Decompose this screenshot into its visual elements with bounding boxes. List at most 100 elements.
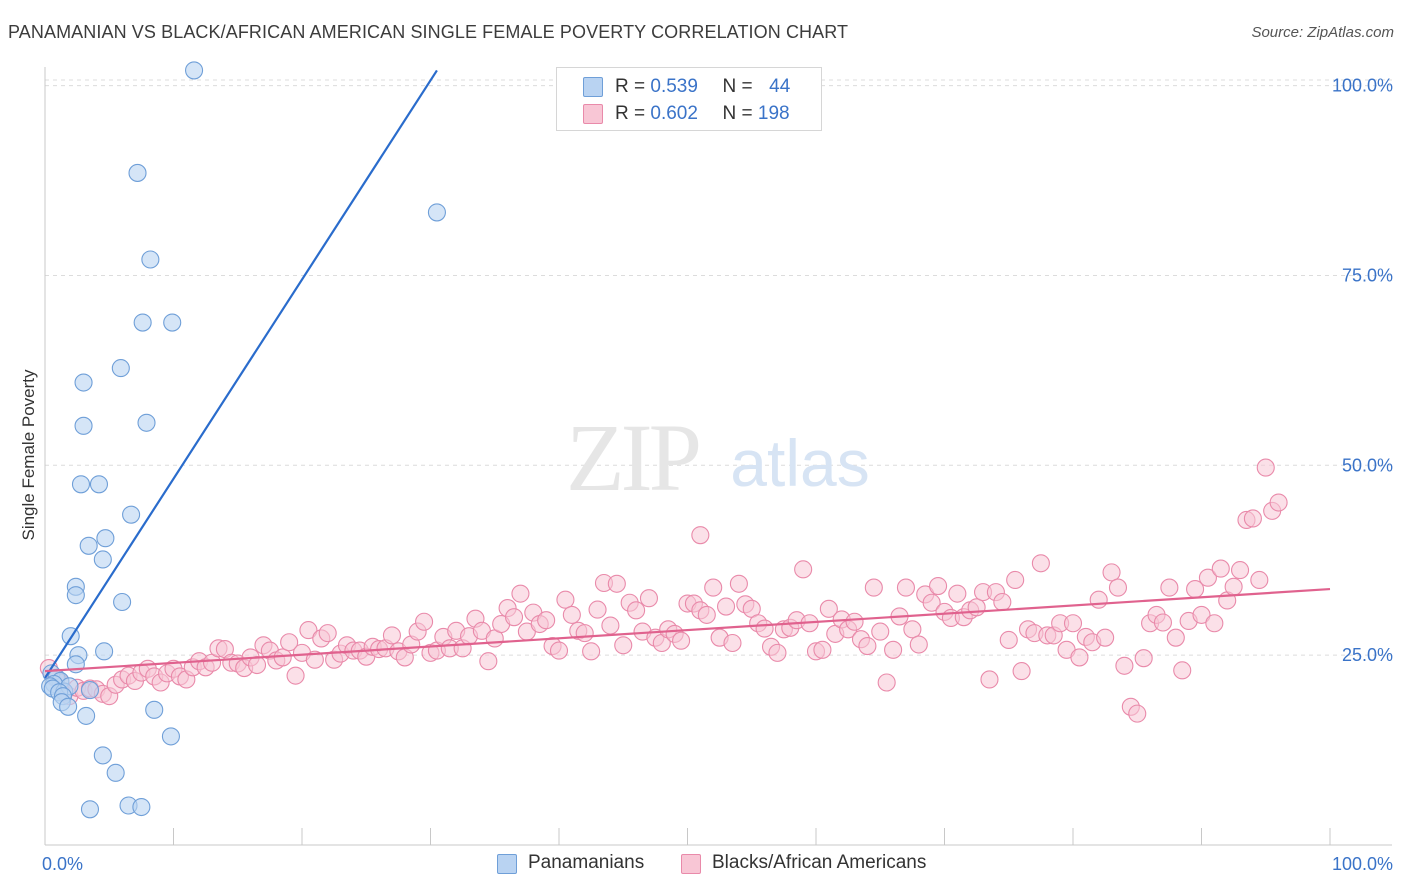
- data-point-blacks: [768, 643, 787, 662]
- data-point-panamanians: [161, 727, 180, 746]
- gridlines: [45, 79, 1392, 656]
- data-point-blacks: [929, 576, 948, 596]
- data-point-blacks: [704, 578, 723, 597]
- data-point-panamanians: [427, 203, 446, 222]
- data-point-panamanians: [93, 550, 112, 569]
- legend-r-label: R =: [615, 103, 646, 124]
- data-point-blacks: [556, 590, 575, 609]
- data-point-blacks: [1153, 613, 1172, 632]
- data-point-blacks: [845, 612, 864, 631]
- data-point-blacks: [723, 633, 742, 653]
- y-axis-label: Single Female Poverty: [19, 369, 38, 541]
- data-point-blacks: [1166, 628, 1185, 647]
- legend-n-value-blacks: 198: [757, 103, 790, 124]
- data-point-blacks: [1102, 563, 1121, 582]
- data-point-blacks: [1231, 561, 1250, 580]
- data-point-panamanians: [80, 681, 100, 700]
- data-point-blacks: [967, 598, 986, 617]
- data-point-blacks: [909, 635, 928, 654]
- trendline-panamanians: [44, 69, 438, 679]
- data-point-blacks: [1160, 578, 1179, 597]
- data-point-blacks: [697, 605, 716, 624]
- tick-labels: 25.0% 50.0% 75.0% 100.0% 0.0% 100.0%: [42, 76, 1393, 874]
- data-point-panamanians: [96, 529, 115, 548]
- data-point-blacks: [562, 605, 581, 624]
- data-point-panamanians: [137, 413, 156, 432]
- bottom-legend-swatch-blacks: [681, 854, 701, 874]
- data-point-blacks: [318, 624, 337, 643]
- x-tick-label: 100.0%: [1332, 854, 1393, 874]
- data-point-panamanians: [111, 359, 130, 378]
- data-point-panamanians: [132, 797, 151, 817]
- data-point-blacks: [871, 622, 890, 641]
- data-point-blacks: [601, 616, 620, 635]
- data-point-blacks: [864, 578, 883, 597]
- data-point-blacks: [614, 636, 633, 655]
- data-point-blacks: [922, 593, 941, 612]
- data-point-blacks: [1031, 554, 1050, 573]
- data-point-blacks: [896, 578, 916, 597]
- data-point-blacks: [1089, 590, 1108, 609]
- legend-r-value-blacks: 0.602: [650, 103, 698, 124]
- data-point-blacks: [1128, 704, 1147, 723]
- data-point-blacks: [1211, 559, 1230, 578]
- data-point-blacks: [247, 655, 267, 675]
- watermark-atlas: atlas: [730, 426, 869, 500]
- data-point-panamanians: [128, 163, 147, 182]
- data-point-panamanians: [145, 700, 164, 719]
- data-point-blacks: [1096, 628, 1115, 647]
- data-point-blacks: [948, 584, 967, 603]
- data-point-blacks: [1134, 649, 1153, 668]
- series-panamanians-points: [41, 61, 446, 819]
- data-point-blacks: [479, 652, 498, 671]
- data-point-blacks: [755, 619, 774, 638]
- data-point-blacks: [1269, 493, 1288, 512]
- data-point-panamanians: [141, 250, 160, 269]
- data-point-blacks: [1256, 458, 1275, 477]
- legend-swatch-blacks: [583, 104, 603, 124]
- trendline-blacks: [44, 587, 1331, 673]
- data-point-blacks: [691, 526, 710, 545]
- data-point-blacks: [1250, 570, 1269, 590]
- data-point-blacks: [1006, 570, 1025, 590]
- data-point-blacks: [672, 631, 691, 650]
- legend-swatch-panamanians: [583, 77, 603, 97]
- data-point-blacks: [504, 608, 524, 627]
- data-point-blacks: [877, 673, 896, 692]
- data-point-blacks: [299, 621, 318, 640]
- chart-source: Source: ZipAtlas.com: [1251, 24, 1394, 41]
- data-point-blacks: [1063, 614, 1083, 633]
- data-point-blacks: [575, 624, 594, 643]
- data-point-blacks: [273, 648, 292, 667]
- y-tick-label: 75.0%: [1342, 265, 1393, 285]
- data-point-blacks: [716, 597, 736, 616]
- data-point-blacks: [1224, 577, 1243, 596]
- data-point-panamanians: [93, 746, 112, 765]
- data-point-blacks: [1173, 661, 1192, 680]
- data-point-blacks: [1012, 662, 1031, 681]
- data-point-blacks: [884, 640, 903, 659]
- data-point-blacks: [639, 589, 659, 608]
- data-point-blacks: [607, 574, 626, 593]
- legend-n-label: N =: [722, 76, 753, 97]
- data-point-panamanians: [59, 697, 78, 716]
- data-point-blacks: [627, 601, 646, 620]
- legend-n-value-panamanians: 44: [769, 76, 791, 97]
- legend-row-blacks: R = 0.602 N = 198: [615, 103, 790, 125]
- data-point-blacks: [1243, 509, 1262, 528]
- legend-r-value-panamanians: 0.539: [650, 76, 698, 97]
- data-point-blacks: [993, 592, 1012, 612]
- data-point-panamanians: [122, 505, 141, 524]
- data-point-blacks: [1070, 648, 1089, 667]
- data-point-panamanians: [89, 475, 109, 494]
- watermark-zip: ZIP: [566, 404, 699, 511]
- data-point-blacks: [903, 620, 922, 639]
- legend-n-label: N =: [722, 103, 753, 124]
- data-point-blacks: [794, 560, 813, 579]
- chart-title: PANAMANIAN VS BLACK/AFRICAN AMERICAN SIN…: [8, 22, 849, 42]
- data-point-panamanians: [66, 586, 85, 605]
- data-point-blacks: [582, 642, 601, 661]
- data-point-panamanians: [79, 536, 98, 555]
- axes: [44, 67, 1392, 846]
